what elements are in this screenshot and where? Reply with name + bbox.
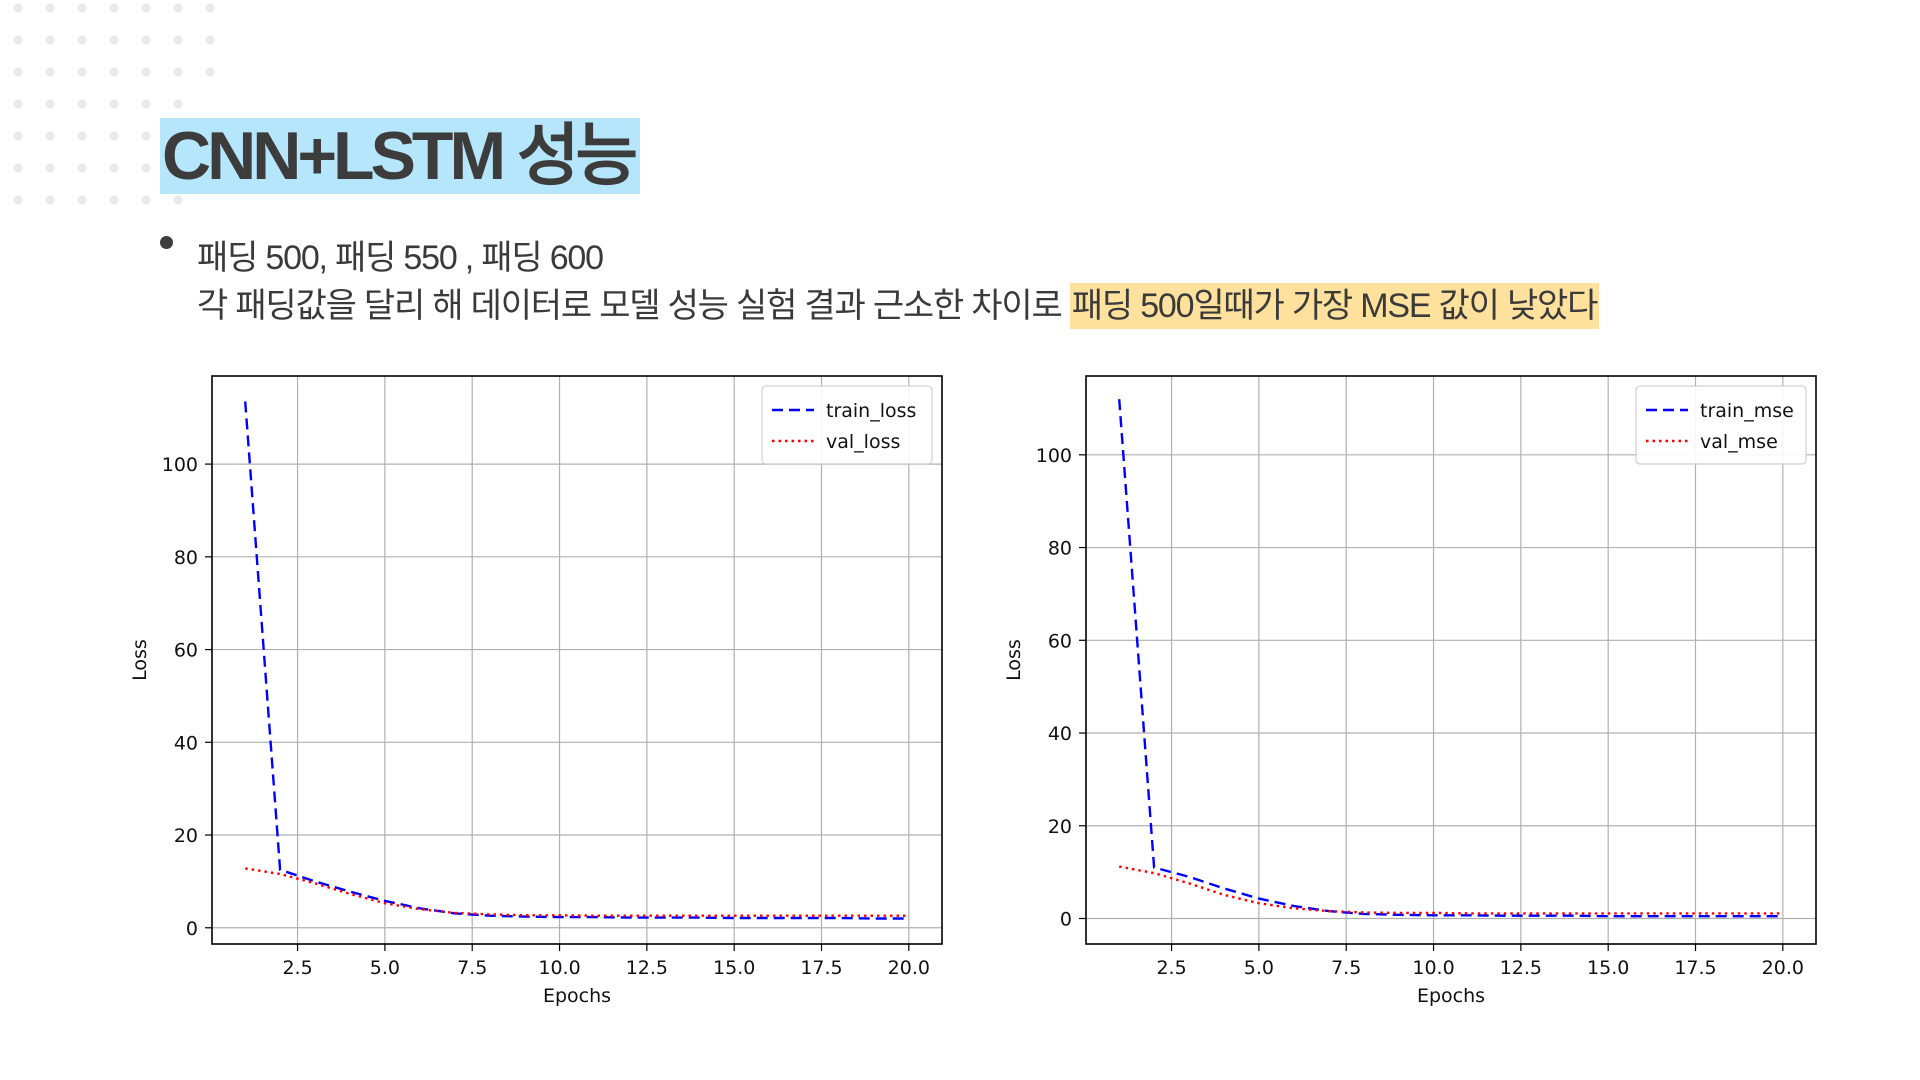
legend-label: val_mse <box>1700 431 1778 453</box>
bullet-line-2-highlight: 패딩 500일때가 가장 MSE 값이 낮았다 <box>1069 283 1600 329</box>
title-highlight: CNN+LSTM 성능 <box>160 118 641 194</box>
decorative-dot <box>205 3 215 13</box>
decorative-dot <box>109 163 119 173</box>
decorative-dot <box>77 67 87 77</box>
y-tick-label: 0 <box>186 918 198 940</box>
x-axis-label: Epochs <box>1417 985 1485 1007</box>
bullet-line-2-text: 각 패딩값을 달리 해 데이터로 모델 성능 실험 결과 근소한 차이로 <box>197 287 1070 325</box>
page-title: CNN+LSTM 성능 <box>162 118 638 194</box>
y-tick-label: 60 <box>174 640 198 662</box>
y-tick-label: 60 <box>1048 630 1072 652</box>
x-tick-label: 2.5 <box>282 957 312 979</box>
legend-label: train_loss <box>826 400 916 422</box>
series-line-train_mse <box>1118 399 1783 918</box>
x-tick-label: 17.5 <box>1674 957 1716 979</box>
decorative-dot <box>45 99 55 109</box>
decorative-dot <box>173 35 183 45</box>
decorative-dot <box>109 67 119 77</box>
decorative-dot <box>13 99 23 109</box>
x-axis-label: Epochs <box>543 985 611 1007</box>
plot-frame <box>211 375 943 945</box>
y-tick-label: 0 <box>1060 908 1072 930</box>
x-tick-label: 17.5 <box>800 957 842 979</box>
decorative-dot <box>173 67 183 77</box>
decorative-dot <box>173 195 183 205</box>
x-tick-label: 20.0 <box>1762 957 1804 979</box>
loss-chart: 2.5 5.0 7.5 10.0 12.5 15.0 17.5 20.0 0 20 40 60 80 10… <box>129 375 943 1007</box>
decorative-dot <box>205 67 215 77</box>
x-tick-label: 5.0 <box>1244 957 1274 979</box>
y-axis-label: Loss <box>129 639 151 681</box>
decorative-dot <box>77 163 87 173</box>
decorative-dot <box>109 99 119 109</box>
y-tick-label: 100 <box>162 454 198 476</box>
y-axis-label: Loss <box>1003 639 1025 681</box>
decorative-dot <box>141 3 151 13</box>
decorative-dot <box>205 35 215 45</box>
decorative-dot <box>141 35 151 45</box>
x-tick-label: 15.0 <box>713 957 755 979</box>
x-tick-label: 15.0 <box>1587 957 1629 979</box>
x-tick-label: 20.0 <box>888 957 930 979</box>
decorative-dot <box>141 131 151 141</box>
decorative-dot <box>77 131 87 141</box>
decorative-dot <box>109 131 119 141</box>
decorative-dot <box>45 131 55 141</box>
decorative-dot <box>77 99 87 109</box>
decorative-dot <box>13 3 23 13</box>
x-tick-label: 12.5 <box>626 957 668 979</box>
x-tick-label: 7.5 <box>457 957 487 979</box>
decorative-dot <box>45 195 55 205</box>
decorative-dot <box>45 67 55 77</box>
decorative-dot <box>109 3 119 13</box>
decorative-dot <box>141 163 151 173</box>
legend-box <box>761 385 933 465</box>
legend-box <box>1635 385 1807 465</box>
legend-label: val_loss <box>826 431 900 453</box>
series-line-val_mse <box>1118 865 1783 915</box>
decorative-dot <box>77 35 87 45</box>
y-tick-label: 80 <box>174 547 198 569</box>
decorative-dot <box>13 35 23 45</box>
decorative-dot <box>13 131 23 141</box>
bullet-line-2: 각 패딩값을 달리 해 데이터로 모델 성능 실험 결과 근소한 차이로 패딩 … <box>197 278 1600 329</box>
decorative-dot <box>13 195 23 205</box>
x-tick-label: 2.5 <box>1156 957 1186 979</box>
decorative-dot <box>45 35 55 45</box>
decorative-dot <box>141 195 151 205</box>
bullet-icon <box>160 236 173 249</box>
series-line-train_loss <box>244 401 909 920</box>
y-tick-label: 20 <box>1048 816 1072 838</box>
decorative-dot <box>77 195 87 205</box>
bullet-line-1: 패딩 500, 패딩 550 , 패딩 600 <box>197 239 604 277</box>
x-tick-label: 12.5 <box>1500 957 1542 979</box>
decorative-dot <box>13 163 23 173</box>
plot-frame <box>1085 375 1817 945</box>
legend-label: train_mse <box>1700 400 1794 422</box>
y-tick-label: 40 <box>1048 723 1072 745</box>
decorative-dot <box>141 67 151 77</box>
decorative-dot-grid <box>13 3 215 205</box>
decorative-dot <box>45 3 55 13</box>
x-tick-label: 7.5 <box>1331 957 1361 979</box>
decorative-dot <box>173 3 183 13</box>
y-tick-label: 40 <box>174 732 198 754</box>
decorative-dot <box>173 99 183 109</box>
decorative-dot <box>77 3 87 13</box>
decorative-dot <box>45 163 55 173</box>
y-tick-label: 80 <box>1048 538 1072 560</box>
decorative-dot <box>109 195 119 205</box>
y-tick-label: 100 <box>1036 445 1072 467</box>
decorative-dot <box>141 99 151 109</box>
decorative-dot <box>109 35 119 45</box>
x-tick-label: 10.0 <box>538 957 580 979</box>
y-tick-label: 20 <box>174 825 198 847</box>
x-tick-label: 10.0 <box>1412 957 1454 979</box>
decorative-dot <box>13 67 23 77</box>
x-tick-label: 5.0 <box>370 957 400 979</box>
